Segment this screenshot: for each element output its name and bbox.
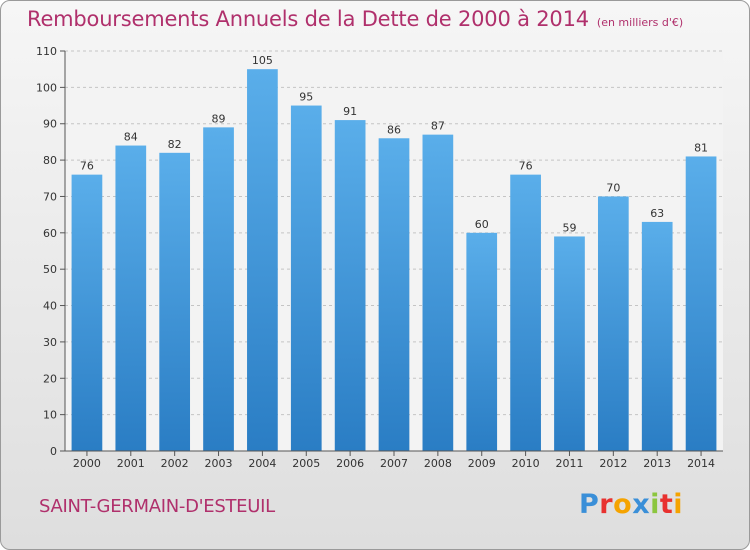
x-tick-label: 2000 [73, 457, 101, 470]
x-tick-label: 2012 [599, 457, 627, 470]
x-tick-label: 2006 [336, 457, 364, 470]
bar-value-label: 76 [519, 160, 533, 173]
x-tick-label: 2011 [555, 457, 583, 470]
bar-value-label: 84 [124, 131, 138, 144]
bar-value-label: 76 [80, 160, 94, 173]
logo-letter: t [659, 489, 674, 520]
y-tick-label: 50 [43, 263, 57, 276]
chart-title-text: Remboursements Annuels de la Dette de 20… [27, 7, 589, 31]
y-tick-label: 0 [50, 445, 57, 458]
y-tick-label: 100 [36, 81, 57, 94]
proxiti-logo[interactable]: Proxiti [579, 489, 683, 520]
logo-letter: i [650, 489, 660, 520]
chart-unit: (en milliers d'€) [596, 16, 684, 29]
x-tick-label: 2010 [512, 457, 540, 470]
bar [685, 156, 717, 452]
bar-value-label: 89 [212, 112, 226, 125]
x-tick-label: 2002 [161, 457, 189, 470]
bar [597, 196, 629, 451]
logo-letter: i [673, 489, 684, 520]
bar [510, 174, 541, 452]
bar-value-label: 59 [562, 221, 576, 234]
bar-value-label: 70 [606, 181, 620, 194]
logo-letter: r [599, 489, 614, 520]
logo-letter: P [579, 489, 600, 520]
bar-value-label: 95 [299, 91, 313, 104]
bar-value-label: 82 [168, 138, 182, 151]
logo-letter: x [632, 489, 651, 520]
bar-value-label: 63 [650, 207, 664, 220]
bar [466, 232, 498, 451]
y-tick-label: 110 [36, 45, 57, 58]
y-tick-label: 10 [43, 409, 57, 422]
chart-title: Remboursements Annuels de la Dette de 20… [27, 7, 683, 31]
x-tick-label: 2003 [205, 457, 233, 470]
logo-letter: o [613, 489, 633, 520]
bar [203, 127, 234, 451]
y-tick-label: 90 [43, 118, 57, 131]
x-tick-label: 2008 [424, 457, 452, 470]
bar [71, 174, 103, 452]
y-tick-label: 30 [43, 336, 57, 349]
x-tick-label: 2013 [643, 457, 671, 470]
bar [641, 221, 673, 451]
bar [334, 120, 366, 451]
bar-value-label: 81 [694, 141, 708, 154]
bar [247, 69, 278, 451]
x-tick-label: 2004 [248, 457, 276, 470]
x-tick-label: 2005 [292, 457, 320, 470]
x-tick-label: 2007 [380, 457, 408, 470]
bar-value-label: 87 [431, 120, 445, 133]
bar [422, 134, 454, 452]
y-tick-label: 20 [43, 372, 57, 385]
bar [290, 105, 322, 451]
x-tick-label: 2001 [117, 457, 145, 470]
bar-value-label: 60 [475, 218, 489, 231]
y-tick-label: 60 [43, 227, 57, 240]
bar [115, 145, 147, 451]
y-tick-label: 70 [43, 190, 57, 203]
bar-value-label: 105 [252, 54, 273, 67]
x-tick-label: 2014 [687, 457, 715, 470]
bar [554, 236, 585, 451]
bar [378, 138, 410, 452]
bar-value-label: 86 [387, 123, 401, 136]
y-tick-label: 80 [43, 154, 57, 167]
commune-name: SAINT-GERMAIN-D'ESTEUIL [39, 496, 275, 517]
bar-value-label: 91 [343, 105, 357, 118]
x-tick-label: 2009 [468, 457, 496, 470]
bar [159, 152, 191, 451]
y-tick-label: 40 [43, 300, 57, 313]
